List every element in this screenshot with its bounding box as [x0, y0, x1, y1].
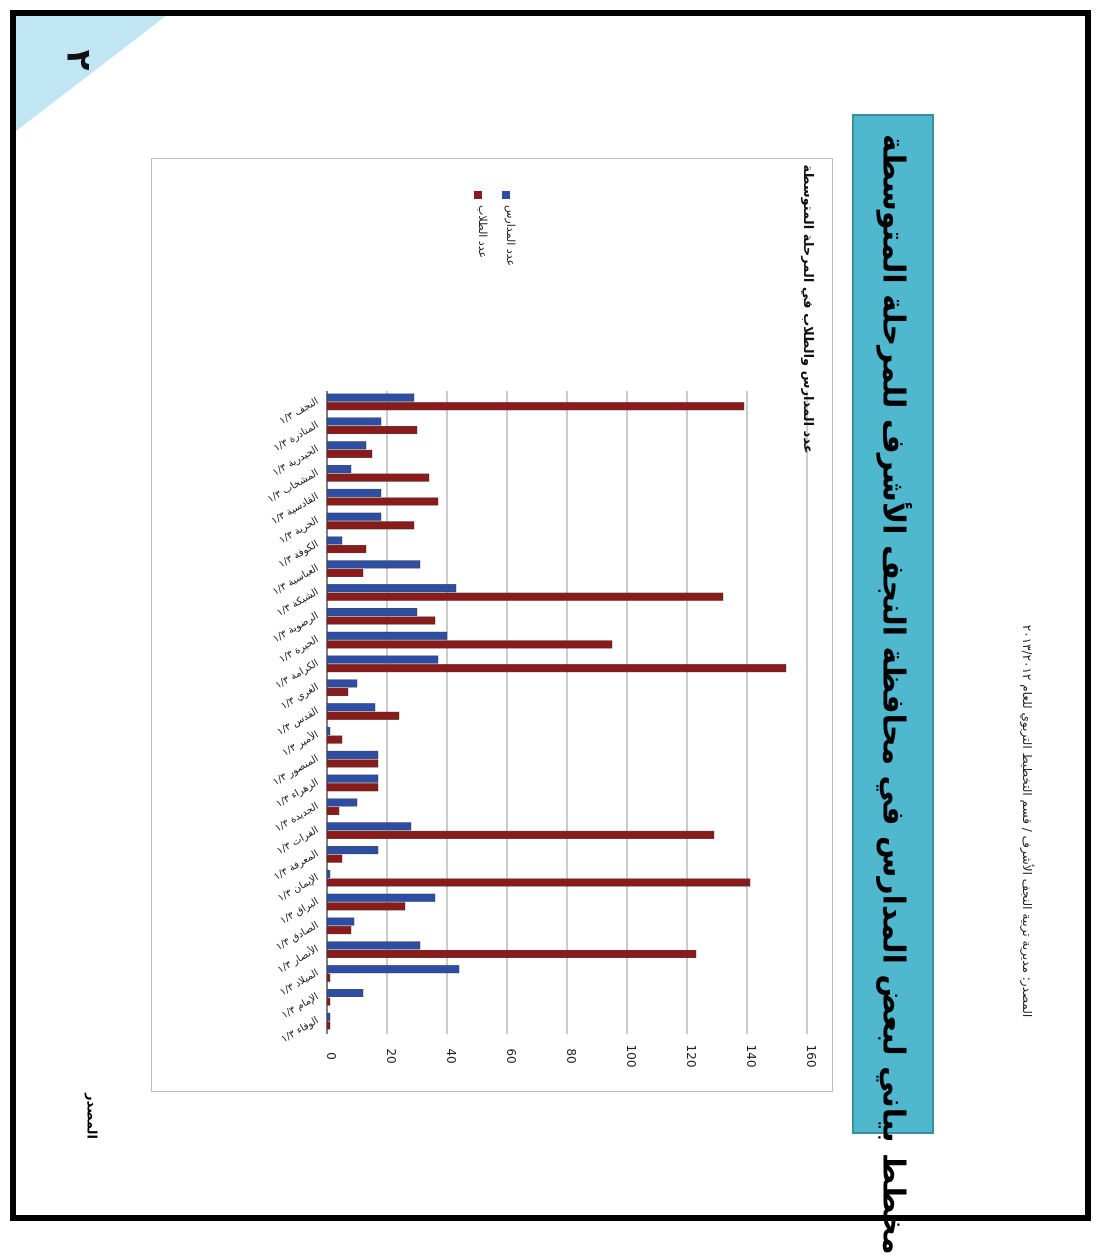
bar-students [326, 664, 787, 673]
bar-students [326, 568, 364, 577]
bar-students [326, 497, 439, 506]
tick-label: 120 [684, 1045, 698, 1068]
bar-students [326, 402, 745, 411]
bar-students [326, 473, 430, 482]
bar-schools [326, 917, 355, 926]
tick-label: 0 [324, 1052, 338, 1060]
bar-schools [326, 607, 418, 616]
tick-label: 160 [804, 1045, 818, 1068]
bar-students [326, 830, 715, 839]
page-frame: ٢ مخطط بياني لبعض المدارس في محافظة النج… [10, 10, 1091, 1255]
banner-title: مخطط بياني لبعض المدارس في محافظة النجف … [875, 134, 911, 1255]
tick-label: 100 [624, 1045, 638, 1068]
bar-students [326, 854, 343, 863]
footer-source-text: المصدر: مديرية تربية النجف الأشرف / قسم … [1020, 624, 1034, 1018]
footer-source: المصدر: مديرية تربية النجف الأشرف / قسم … [1012, 526, 1042, 1116]
tick-label: 40 [444, 1048, 458, 1063]
bar-schools [326, 822, 412, 831]
bar-schools [326, 631, 448, 640]
page-number: ٢ [58, 49, 99, 71]
bar-students [326, 592, 724, 601]
bar-schools [326, 560, 421, 569]
legend-swatch [502, 191, 510, 199]
legend-label: عدد المدارس [504, 205, 517, 266]
bar-schools [326, 584, 457, 593]
chart-title: عدد المدارس والطلاب في المرحلة المتوسطة [800, 164, 815, 453]
bar-schools [326, 488, 382, 497]
bar-schools [326, 679, 358, 688]
bar-students [326, 735, 343, 744]
bar-students [326, 545, 367, 554]
bar-schools [326, 1012, 331, 1021]
bar-students [326, 902, 406, 911]
bar-students [326, 878, 751, 887]
bar-schools [326, 465, 352, 474]
bar-schools [326, 417, 382, 426]
bar-students [326, 449, 373, 458]
legend-label: عدد الطلاب [476, 205, 489, 258]
bar-students [326, 926, 352, 935]
bar-schools [326, 727, 331, 736]
bar-students [326, 973, 331, 982]
bar-schools [326, 893, 436, 902]
bar-schools [326, 703, 376, 712]
bar-schools [326, 869, 331, 878]
bar-students [326, 521, 415, 530]
bar-students [326, 759, 379, 768]
bar-schools [326, 989, 364, 998]
bar-schools [326, 655, 439, 664]
bar-students [326, 688, 349, 696]
bar-schools [326, 941, 421, 950]
legend-swatch [474, 191, 482, 199]
bar-schools [326, 774, 379, 783]
bar-students [326, 949, 697, 958]
side-label: المصدر [76, 1093, 106, 1139]
title-banner: مخطط بياني لبعض المدارس في محافظة النجف … [852, 114, 934, 1255]
bar-schools [326, 393, 415, 402]
bar-students [326, 1021, 331, 1030]
bar-students [326, 711, 400, 720]
bar-students [326, 997, 331, 1006]
bar-students [326, 616, 436, 625]
bar-students [326, 783, 379, 792]
bar-schools [326, 536, 343, 545]
bar-schools [326, 846, 379, 855]
tick-label: 20 [384, 1048, 398, 1063]
bar-schools [326, 441, 367, 450]
tick-label: 80 [564, 1048, 578, 1063]
bar-schools [326, 512, 382, 521]
chart-container: 0 20 40 60 80 100 120 140 160 النجف ١/٣ المناذرة ١… [151, 158, 833, 1092]
page-corner-decoration [16, 16, 166, 131]
bar-schools [326, 750, 379, 759]
bar-schools [326, 798, 358, 807]
side-label-text: المصدر [83, 1093, 99, 1139]
tick-label: 60 [504, 1048, 518, 1063]
bar-students [326, 640, 613, 649]
bar-students [326, 426, 418, 435]
bar-schools [326, 965, 460, 974]
bar-students [326, 807, 340, 816]
tick-label: 140 [744, 1045, 758, 1068]
